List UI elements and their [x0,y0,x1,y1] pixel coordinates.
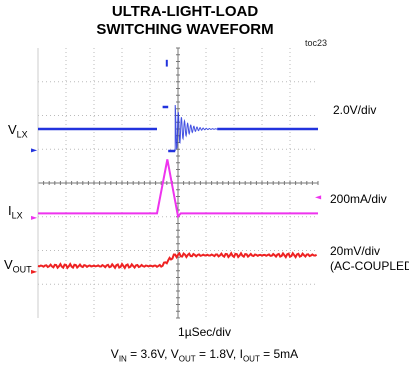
marker-ilx: ► [31,213,38,222]
chart-title-line1: ULTRA-LIGHT-LOAD [111,3,259,20]
channel-label-vlx: VLX [8,122,28,140]
marker-vlx: ► [31,145,38,154]
trace-vlx-ringing [174,104,218,151]
trace-ilx [38,159,318,219]
scale-vout-coupling: (AC-COUPLED) [330,259,409,273]
marker-ilx-right: ◄ [315,193,322,202]
time-scale: 1µSec/div [178,325,231,339]
marker-vout: ► [31,267,38,276]
scale-vout: 20mV/div [330,244,381,258]
graticule [37,47,319,319]
scale-ilx: 200mA/div [330,192,387,206]
toc-label: toc23 [305,38,328,48]
channel-label-ilx: ILX [8,203,23,221]
scale-vlx: 2.0V/div [333,103,377,117]
trace-vout [37,251,318,270]
test-conditions: VIN = 3.6V, VOUT = 1.8V, IOUT = 5mA [110,347,299,364]
traces: ► ► ◄ ► [31,59,322,276]
chart-title-line2: SWITCHING WAVEFORM [96,21,274,38]
channel-label-vout: VOUT [4,257,32,275]
